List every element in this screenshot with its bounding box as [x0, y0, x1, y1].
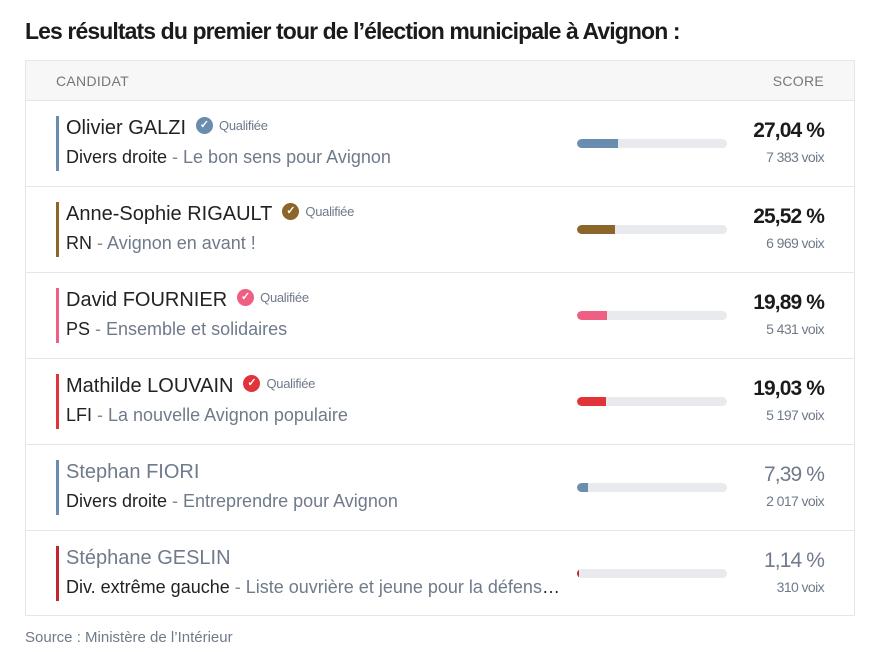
- separator: -: [167, 147, 184, 167]
- candidate-name: Mathilde LOUVAIN: [66, 375, 234, 397]
- candidate-heading: Anne-Sophie RIGAULT ✓ Qualifiée: [66, 203, 354, 226]
- party-name: Divers droite: [66, 147, 168, 167]
- party-color-stripe: [56, 460, 59, 515]
- qualified-badge: ✓ Qualifiée: [237, 289, 309, 306]
- header-candidate: CANDIDAT: [56, 72, 129, 89]
- score-bar-fill: [577, 311, 607, 320]
- score-bar-fill: [577, 483, 589, 492]
- candidate-name: David FOURNIER: [66, 289, 228, 311]
- results-table: CANDIDAT SCORE Olivier GALZI ✓ Qualifiée Di…: [25, 60, 855, 616]
- list-name: Ensemble et solidaires: [106, 319, 288, 339]
- qualified-badge: ✓ Qualifiée: [282, 203, 354, 220]
- qualified-label: Qualifiée: [266, 376, 316, 391]
- party-color-stripe: [56, 116, 59, 171]
- vote-count: 6 969 voix: [766, 235, 824, 251]
- party-color-stripe: [56, 202, 59, 257]
- candidate-heading: Mathilde LOUVAIN ✓ Qualifiée: [66, 375, 315, 398]
- candidate-name: Olivier GALZI: [66, 117, 187, 139]
- qualified-badge: ✓ Qualifiée: [243, 375, 315, 392]
- candidate-affiliation: Div. extrême gauche - Liste ouvrière et …: [66, 577, 561, 598]
- vote-count: 5 431 voix: [766, 321, 824, 337]
- table-body: Olivier GALZI ✓ Qualifiée Divers droite - L…: [26, 101, 854, 616]
- score-percent: 1,14 %: [764, 549, 825, 572]
- check-circle-icon: ✓: [196, 117, 214, 134]
- separator: -: [92, 405, 109, 425]
- score-percent: 19,89 %: [753, 291, 825, 314]
- candidate-heading: Stéphane GESLIN: [66, 547, 231, 570]
- score-bar-fill: [577, 139, 618, 148]
- candidate-affiliation: LFI - La nouvelle Avignon populaire: [66, 405, 561, 426]
- party-name: Divers droite: [66, 491, 168, 511]
- vote-count: 310 voix: [776, 579, 825, 595]
- qualified-label: Qualifiée: [219, 118, 268, 133]
- candidate-affiliation: PS - Ensemble et solidaires: [66, 319, 561, 340]
- score-bar-fill: [577, 397, 606, 406]
- score-bar-track: [577, 397, 727, 406]
- separator: -: [92, 233, 108, 253]
- candidate-heading: Stephan FIORI: [66, 461, 199, 484]
- list-name: Avignon en avant !: [107, 233, 256, 253]
- candidate-name: Anne-Sophie RIGAULT: [66, 203, 273, 225]
- candidate-name: Stéphane GESLIN: [66, 547, 231, 569]
- qualified-badge: ✓ Qualifiée: [196, 117, 268, 134]
- score-bar-track: [577, 139, 727, 148]
- source-note: Source : Ministère de l’Intérieur: [25, 629, 233, 646]
- score-bar-fill: [577, 225, 616, 234]
- score-percent: 7,39 %: [764, 463, 825, 486]
- party-name: PS: [66, 319, 91, 339]
- party-color-stripe: [56, 546, 59, 601]
- check-circle-icon: ✓: [282, 203, 300, 220]
- table-row: Mathilde LOUVAIN ✓ Qualifiée LFI - La nouve…: [26, 359, 854, 445]
- candidate-affiliation: RN - Avignon en avant !: [66, 233, 561, 254]
- list-name: Entreprendre pour Avignon: [183, 491, 398, 511]
- score-bar-track: [577, 483, 727, 492]
- score-percent: 25,52 %: [753, 205, 825, 228]
- list-name: Le bon sens pour Avignon: [183, 147, 391, 167]
- candidate-affiliation: Divers droite - Le bon sens pour Avignon: [66, 147, 561, 168]
- vote-count: 5 197 voix: [766, 407, 824, 423]
- qualified-label: Qualifiée: [260, 290, 309, 305]
- separator: -: [90, 319, 107, 339]
- score-bar-track: [577, 225, 727, 234]
- candidate-heading: David FOURNIER ✓ Qualifiée: [66, 289, 309, 312]
- candidate-heading: Olivier GALZI ✓ Qualifiée: [66, 117, 268, 140]
- score-percent: 19,03 %: [753, 377, 825, 400]
- score-bar-track: [577, 311, 727, 320]
- list-name: La nouvelle Avignon populaire: [108, 405, 348, 425]
- page-title: Les résultats du premier tour de l’élect…: [25, 18, 681, 44]
- score-bar-track: [577, 569, 727, 578]
- table-row: Stéphane GESLIN Div. extrême gauche - Lis…: [26, 531, 854, 616]
- party-name: LFI: [66, 405, 93, 425]
- vote-count: 2 017 voix: [766, 493, 824, 509]
- check-circle-icon: ✓: [243, 375, 261, 392]
- candidate-name: Stephan FIORI: [66, 461, 200, 483]
- score-percent: 27,04 %: [753, 119, 825, 142]
- table-row: Olivier GALZI ✓ Qualifiée Divers droite - L…: [26, 101, 854, 187]
- qualified-label: Qualifiée: [305, 204, 355, 219]
- table-header: CANDIDAT SCORE: [26, 61, 854, 101]
- party-color-stripe: [56, 374, 59, 429]
- table-row: David FOURNIER ✓ Qualifiée PS - Ensemble et…: [26, 273, 854, 359]
- score-bar-fill: [577, 569, 580, 578]
- party-name: Div. extrême gauche: [66, 577, 230, 597]
- party-name: RN: [66, 233, 92, 253]
- list-name: Liste ouvrière et jeune pour la défense …: [245, 577, 561, 597]
- check-circle-icon: ✓: [237, 289, 255, 306]
- table-row: Stephan FIORI Divers droite - Entreprendr…: [26, 445, 854, 531]
- table-row: Anne-Sophie RIGAULT ✓ Qualifiée RN - Avigno…: [26, 187, 854, 273]
- header-score: SCORE: [772, 72, 824, 89]
- vote-count: 7 383 voix: [766, 149, 824, 165]
- separator: -: [167, 491, 184, 511]
- candidate-affiliation: Divers droite - Entreprendre pour Avigno…: [66, 491, 561, 512]
- party-color-stripe: [56, 288, 59, 343]
- separator: -: [229, 577, 246, 597]
